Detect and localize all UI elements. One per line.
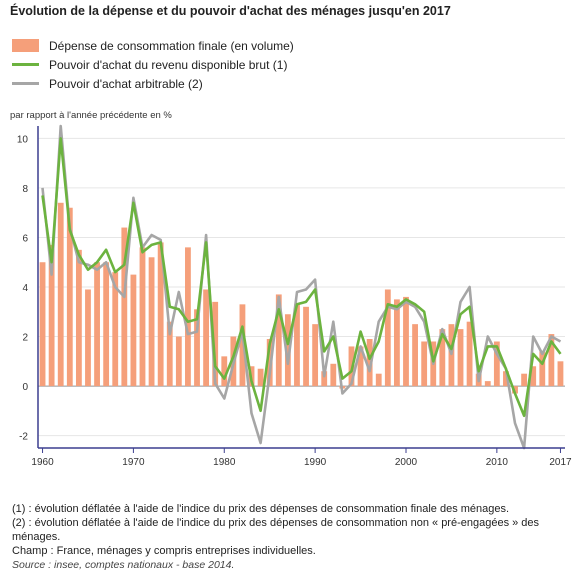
bar — [239, 304, 246, 387]
legend-item-spending: Dépense de consommation finale (en volum… — [12, 36, 294, 55]
bar — [439, 329, 446, 387]
bar — [48, 244, 55, 387]
bar — [393, 299, 400, 387]
legend-item-discretionary-power: Pouvoir d'achat arbitrable (2) — [12, 74, 294, 93]
bar — [275, 294, 282, 387]
x-tick-label: 1970 — [122, 457, 145, 468]
chart-notes: (1) : évolution déflatée à l'aide de l'i… — [12, 502, 572, 572]
bar — [130, 274, 137, 387]
bar — [257, 368, 264, 387]
bar — [375, 373, 382, 387]
bar — [521, 373, 528, 387]
bar — [203, 289, 210, 387]
bar — [530, 366, 537, 387]
bar — [539, 351, 546, 387]
y-tick-label: 2 — [22, 333, 28, 344]
bar — [357, 346, 364, 387]
bar — [175, 336, 182, 387]
bar — [294, 304, 300, 387]
bar — [212, 301, 219, 387]
bar — [421, 341, 428, 387]
bar — [221, 356, 228, 387]
bar — [112, 272, 119, 387]
x-tick-label: 2017 — [549, 457, 572, 468]
bar — [166, 321, 173, 387]
x-tick-label: 1960 — [31, 457, 54, 468]
bar — [512, 386, 518, 394]
bar — [284, 314, 291, 387]
bar — [403, 296, 409, 387]
y-tick-label: 0 — [22, 382, 28, 393]
bar — [503, 371, 509, 387]
bar — [139, 247, 146, 387]
y-tick-label: 10 — [17, 134, 29, 145]
chart-plot: -2 0 2 4 6 8 10 1960 1970 1980 1990 2000 2010 2017 — [17, 124, 572, 468]
legend: Dépense de consommation finale (en volum… — [12, 36, 294, 93]
bar — [366, 339, 373, 387]
bar — [66, 207, 73, 387]
bar — [85, 289, 91, 387]
legend-swatch-green-line — [12, 63, 39, 66]
bar — [75, 249, 82, 387]
y-tick-label: -2 — [19, 432, 28, 443]
bar — [493, 341, 500, 387]
legend-label-purchasing-power: Pouvoir d'achat du revenu disponible bru… — [49, 57, 288, 72]
bar — [185, 247, 191, 387]
y-tick-label: 6 — [22, 233, 28, 244]
bar — [330, 363, 337, 387]
note-2: (2) : évolution déflatée à l'aide de l'i… — [12, 517, 540, 543]
bar — [57, 202, 64, 387]
legend-label-spending: Dépense de consommation finale (en volum… — [49, 38, 294, 53]
bar — [303, 306, 309, 387]
bar — [484, 381, 491, 387]
bar — [466, 321, 473, 387]
note-source: Source : insee, comptes nationaux - base… — [12, 559, 235, 571]
y-tick-label: 4 — [22, 283, 28, 294]
bar — [312, 324, 319, 387]
x-tick-label: 2010 — [486, 457, 509, 468]
bar — [548, 334, 555, 387]
bar — [321, 371, 328, 387]
x-tick-label: 2000 — [395, 457, 418, 468]
bar — [457, 329, 464, 387]
legend-label-discretionary-power: Pouvoir d'achat arbitrable (2) — [49, 76, 203, 91]
bar — [412, 324, 418, 387]
legend-swatch-grey-line — [12, 82, 39, 85]
bar — [121, 227, 128, 387]
bar — [94, 262, 100, 387]
bar — [39, 262, 46, 387]
line-series-purchasing-power — [41, 137, 562, 418]
bar — [557, 361, 564, 387]
chart-title: Évolution de la dépense et du pouvoir d'… — [10, 4, 451, 18]
bar — [266, 339, 273, 387]
bar — [384, 289, 391, 387]
legend-swatch-bar — [12, 39, 39, 52]
bar — [157, 242, 164, 387]
note-1: (1) : évolution déflatée à l'aide de l'i… — [12, 503, 510, 515]
bar — [103, 262, 110, 387]
note-scope: Champ : France, ménages y compris entrep… — [12, 545, 316, 557]
legend-item-purchasing-power: Pouvoir d'achat du revenu disponible bru… — [12, 55, 294, 74]
bar — [148, 257, 155, 387]
x-tick-label: 1990 — [304, 457, 327, 468]
y-axis-unit-label: par rapport à l'année précédente en % — [10, 110, 172, 121]
x-tick-label: 1980 — [213, 457, 236, 468]
bar — [194, 309, 200, 387]
y-tick-label: 8 — [22, 184, 28, 195]
